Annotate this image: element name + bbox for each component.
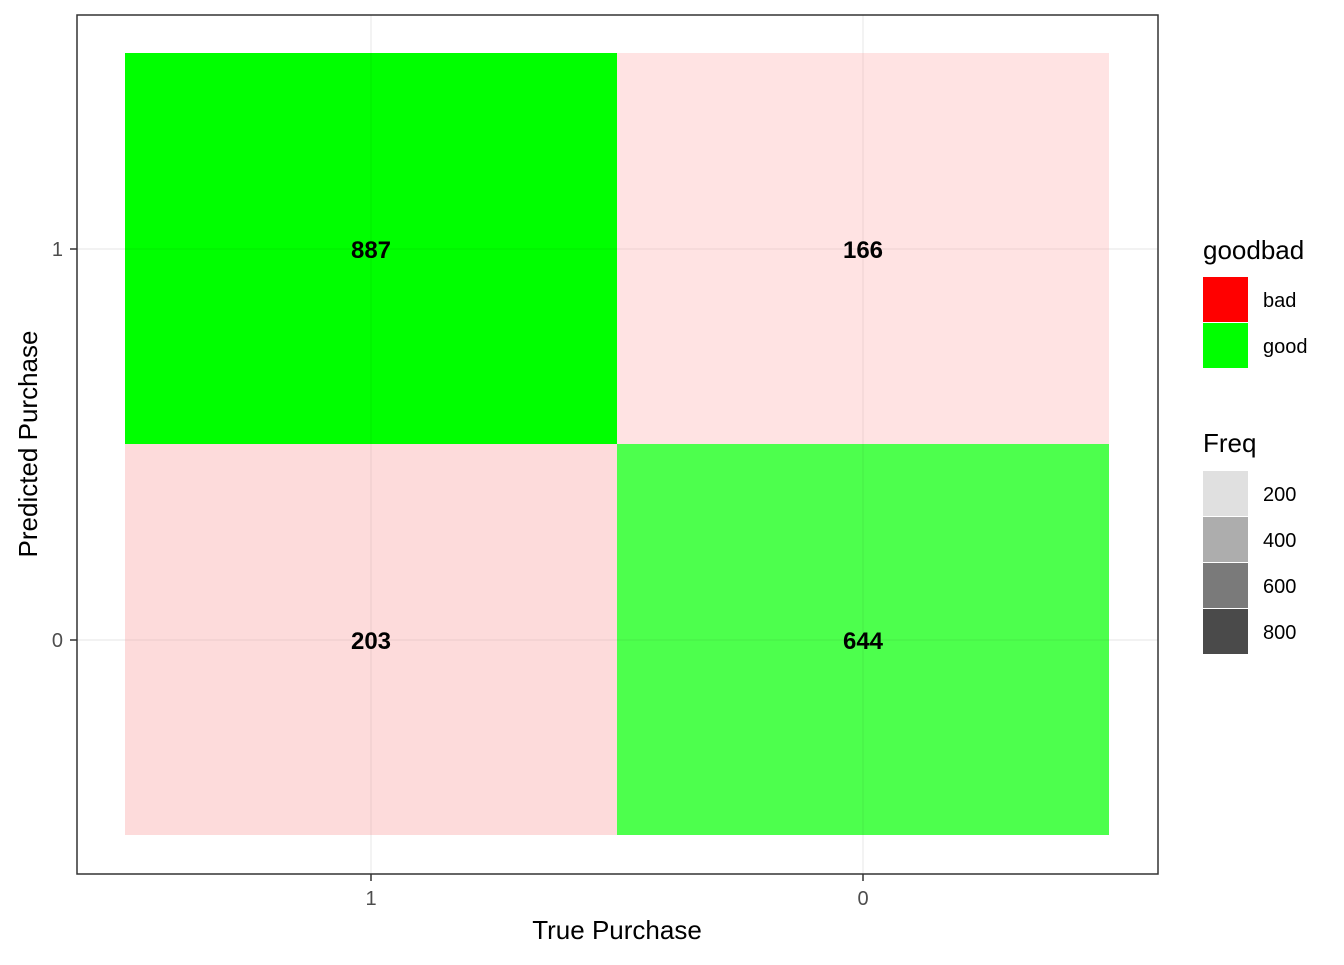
fill-legend-label: good: [1263, 336, 1308, 358]
freq-legend-label: 400: [1263, 530, 1296, 552]
freq-legend-key: [1203, 471, 1248, 516]
x-axis-title: True Purchase: [532, 915, 702, 945]
heatmap-cell: [617, 53, 1109, 444]
heatmap-cell: [125, 53, 617, 444]
y-tick-label: 0: [52, 630, 63, 652]
cell-value-label: 887: [351, 237, 391, 264]
y-tick-label: 1: [52, 239, 63, 261]
freq-legend-key: [1203, 609, 1248, 654]
legends: goodbad bad good Freq 200 400 600 800: [1203, 235, 1308, 654]
heatmap-cells: 887 166 203 644: [125, 53, 1109, 835]
freq-legend-label: 800: [1263, 622, 1296, 644]
axes: 1 0 1 0: [52, 239, 869, 910]
x-tick-label: 1: [365, 888, 376, 910]
heatmap-cell: [125, 444, 617, 835]
cell-value-label: 166: [843, 237, 883, 264]
heatmap-cell: [617, 444, 1109, 835]
fill-legend-key: [1203, 323, 1248, 368]
freq-legend-label: 200: [1263, 484, 1296, 506]
cell-value-label: 203: [351, 628, 391, 655]
fill-legend-label: bad: [1263, 290, 1296, 312]
freq-legend-key: [1203, 517, 1248, 562]
y-axis-title: Predicted Purchase: [13, 331, 43, 558]
fill-legend-key: [1203, 277, 1248, 322]
freq-legend-title: Freq: [1203, 428, 1256, 458]
panel-border: [76, 14, 1159, 875]
freq-legend-label: 600: [1263, 576, 1296, 598]
fill-legend-title: goodbad: [1203, 235, 1304, 265]
freq-legend-key: [1203, 563, 1248, 608]
cell-value-label: 644: [843, 628, 884, 655]
x-tick-label: 0: [857, 888, 868, 910]
